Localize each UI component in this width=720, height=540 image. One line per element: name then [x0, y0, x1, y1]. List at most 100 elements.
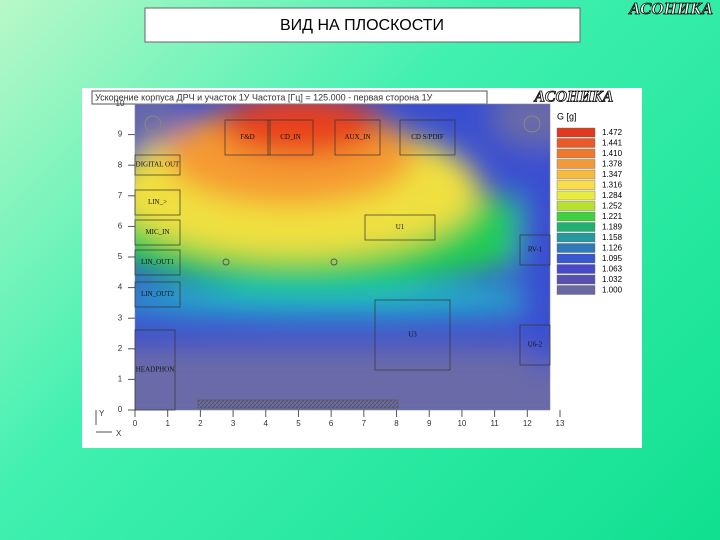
component-outline — [134, 281, 181, 308]
component-label: CD S/PDIF — [411, 133, 444, 141]
component-outline — [224, 119, 271, 156]
title-box — [144, 7, 581, 43]
legend-swatch — [556, 285, 596, 295]
y-tick-label: 8 — [118, 160, 123, 169]
legend-swatch — [556, 180, 596, 190]
legend-label: 1.347 — [602, 170, 623, 179]
x-tick-label: 11 — [490, 419, 499, 428]
legend-swatch — [556, 201, 596, 211]
component-label: LIN_> — [148, 198, 167, 206]
legend-swatch — [556, 169, 596, 180]
legend-swatch — [556, 148, 596, 159]
y-tick-label: 10 — [116, 99, 125, 108]
component-label: U3 — [408, 331, 417, 339]
component-label: LIN_OUT2 — [141, 290, 175, 298]
legend-swatch — [556, 211, 596, 222]
component-outline — [267, 119, 314, 156]
x-tick-label: 13 — [556, 419, 565, 428]
legend-title: G [g] — [557, 111, 577, 121]
legend-label: 1.221 — [602, 212, 623, 221]
y-tick-label: 1 — [118, 375, 123, 384]
component-label: AUX_IN — [344, 133, 370, 141]
legend-label: 1.472 — [602, 128, 623, 137]
legend-label: 1.378 — [602, 160, 623, 169]
legend-swatch — [556, 243, 596, 253]
y-tick-label: 0 — [118, 405, 123, 414]
legend-label: 1.284 — [602, 191, 623, 200]
slide-title: ВИД НА ПЛОСКОСТИ — [280, 17, 444, 34]
component-label: RV-1 — [528, 246, 543, 254]
y-tick-label: 7 — [118, 191, 123, 200]
x-tick-label: 5 — [296, 419, 301, 428]
component-label: MIC_IN — [145, 228, 169, 236]
mount-hole — [523, 115, 541, 133]
legend-label: 1.000 — [602, 286, 623, 295]
figure-title: Ускорение корпуса ДРЧ и участок 1У Часто… — [95, 92, 433, 102]
x-tick-label: 7 — [362, 419, 367, 428]
y-tick-label: 9 — [118, 130, 123, 139]
legend-swatch — [556, 274, 596, 285]
component-outline — [134, 329, 176, 411]
legend-label: 1.032 — [602, 275, 623, 284]
x-tick-label: 0 — [133, 419, 138, 428]
x-tick-label: 8 — [394, 419, 399, 428]
y-axis-label: Y — [99, 409, 105, 418]
legend-swatch — [556, 264, 596, 274]
legend-swatch — [556, 190, 596, 201]
heatmap — [135, 104, 550, 410]
component-outline — [134, 154, 181, 176]
legend-label: 1.063 — [602, 265, 623, 274]
x-axis-label: X — [116, 429, 122, 438]
x-tick-label: 3 — [231, 419, 236, 428]
component-label: U6-2 — [528, 341, 543, 349]
legend-swatch — [556, 138, 596, 148]
legend-label: 1.252 — [602, 202, 623, 211]
mount-hole — [144, 115, 162, 133]
y-tick-label: 4 — [118, 283, 123, 292]
component-outline — [364, 214, 436, 241]
component-label: LIN_OUT1 — [141, 258, 175, 266]
component-outline — [134, 219, 181, 246]
x-tick-label: 12 — [523, 419, 532, 428]
component-label: HEADPHON — [136, 366, 175, 374]
y-tick-label: 2 — [118, 344, 123, 353]
x-tick-label: 4 — [264, 419, 269, 428]
x-tick-label: 9 — [427, 419, 432, 428]
component-outline — [134, 249, 181, 276]
x-tick-label: 2 — [198, 419, 203, 428]
component-outline — [519, 234, 551, 266]
component-label: DIGITAL OUT — [136, 161, 180, 169]
component-outline — [334, 119, 381, 156]
component-outline — [134, 189, 181, 216]
legend-label: 1.189 — [602, 223, 623, 232]
component-outline — [519, 324, 551, 366]
component-label: CD_IN — [280, 133, 301, 141]
legend-swatch — [556, 232, 596, 243]
legend-swatch — [556, 127, 596, 138]
hole — [330, 258, 338, 266]
x-tick-label: 10 — [457, 419, 466, 428]
legend-swatch — [556, 253, 596, 264]
x-tick-label: 6 — [329, 419, 334, 428]
y-tick-label: 6 — [118, 222, 123, 231]
x-tick-label: 1 — [165, 419, 170, 428]
figure-logo: АСОНИКА — [534, 89, 614, 106]
legend-label: 1.095 — [602, 254, 623, 263]
component-label: U1 — [396, 223, 405, 231]
legend-label: 1.441 — [602, 139, 623, 148]
y-tick-label: 5 — [118, 252, 123, 261]
legend-swatch — [556, 222, 596, 232]
component-label: F&D — [240, 133, 254, 141]
component-outline — [399, 119, 456, 156]
hole — [222, 258, 230, 266]
logo: АСОНИКА — [628, 0, 713, 18]
component-outline — [374, 299, 451, 371]
legend-label: 1.126 — [602, 244, 623, 253]
legend-swatch — [556, 159, 596, 169]
legend-label: 1.316 — [602, 181, 623, 190]
legend-label: 1.410 — [602, 149, 623, 158]
legend-label: 1.158 — [602, 233, 623, 242]
y-tick-label: 3 — [118, 313, 123, 322]
